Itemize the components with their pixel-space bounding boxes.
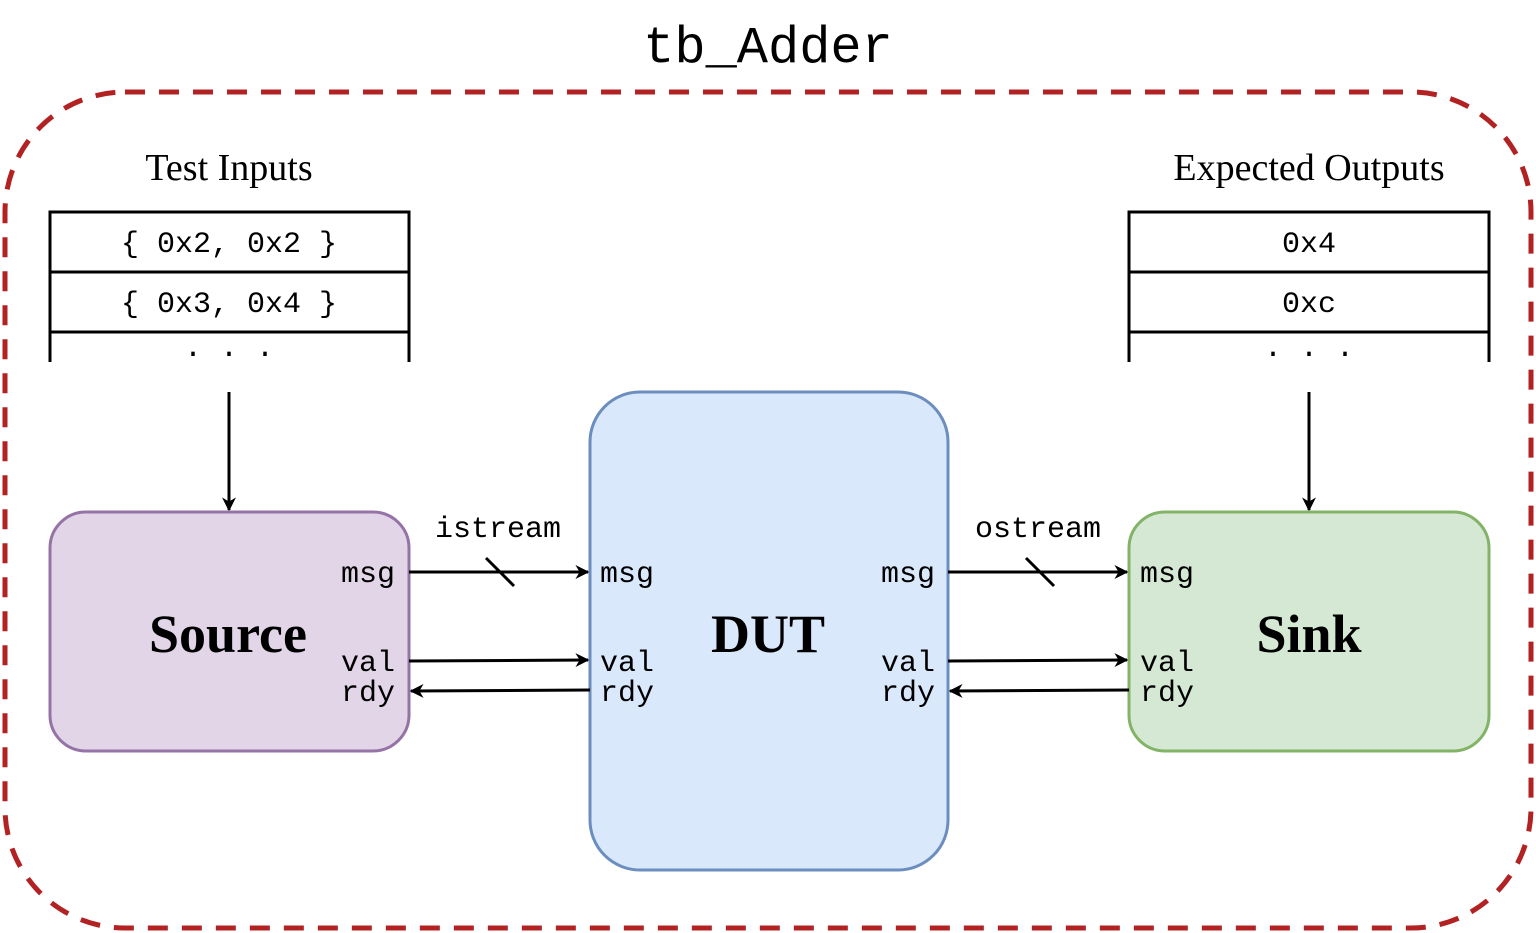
test-input-row: { 0x3, 0x4 }	[121, 288, 337, 322]
ostream-label: ostream	[975, 513, 1101, 547]
test-input-row: { 0x2, 0x2 }	[121, 228, 337, 262]
istream-val-arrow	[408, 653, 590, 668]
ostream-rdy-arrow	[948, 683, 1130, 698]
ostream-val-arrow	[947, 653, 1129, 668]
source-val-port: val	[341, 647, 395, 681]
expected-outputs-table: Expected Outputs 0x4 0xc . . .	[1127, 147, 1491, 366]
diagram-title: tb_Adder	[643, 19, 893, 78]
ostream-connection: ostream	[947, 513, 1130, 698]
istream-bus-slash	[484, 556, 516, 588]
dut-in-msg-port: msg	[600, 558, 654, 592]
dut-out-val-port: val	[881, 647, 935, 681]
dut-out-rdy-port: rdy	[881, 677, 935, 711]
dut-out-msg-port: msg	[881, 558, 935, 592]
sink-rdy-port: rdy	[1140, 677, 1194, 711]
dut-in-rdy-port: rdy	[600, 677, 654, 711]
dut-block: DUT msg val rdy msg val rdy	[588, 390, 950, 872]
testbench-boundary	[2, 89, 1534, 931]
expected-outputs-ellipsis: . . .	[1264, 332, 1354, 366]
source-rdy-port: rdy	[341, 677, 395, 711]
source-label: Source	[149, 604, 307, 664]
istream-label: istream	[435, 513, 561, 547]
sink-msg-port: msg	[1140, 558, 1194, 592]
test-inputs-table: Test Inputs { 0x2, 0x2 } { 0x3, 0x4 } . …	[48, 147, 411, 366]
ostream-bus-slash	[1024, 556, 1056, 588]
sink-label: Sink	[1256, 604, 1361, 664]
sink-block: Sink msg val rdy	[1127, 510, 1491, 753]
dut-in-val-port: val	[600, 647, 654, 681]
sink-val-port: val	[1140, 647, 1194, 681]
test-inputs-label: Test Inputs	[145, 147, 312, 189]
expected-output-row: 0xc	[1282, 288, 1336, 322]
expected-outputs-label: Expected Outputs	[1173, 147, 1444, 189]
source-block: Source msg val rdy	[48, 510, 411, 753]
expected-output-row: 0x4	[1282, 228, 1336, 262]
istream-connection: istream	[408, 513, 591, 698]
test-inputs-ellipsis: . . .	[184, 332, 274, 366]
source-msg-port: msg	[341, 558, 395, 592]
dut-label: DUT	[711, 604, 825, 664]
istream-rdy-arrow	[409, 683, 591, 698]
